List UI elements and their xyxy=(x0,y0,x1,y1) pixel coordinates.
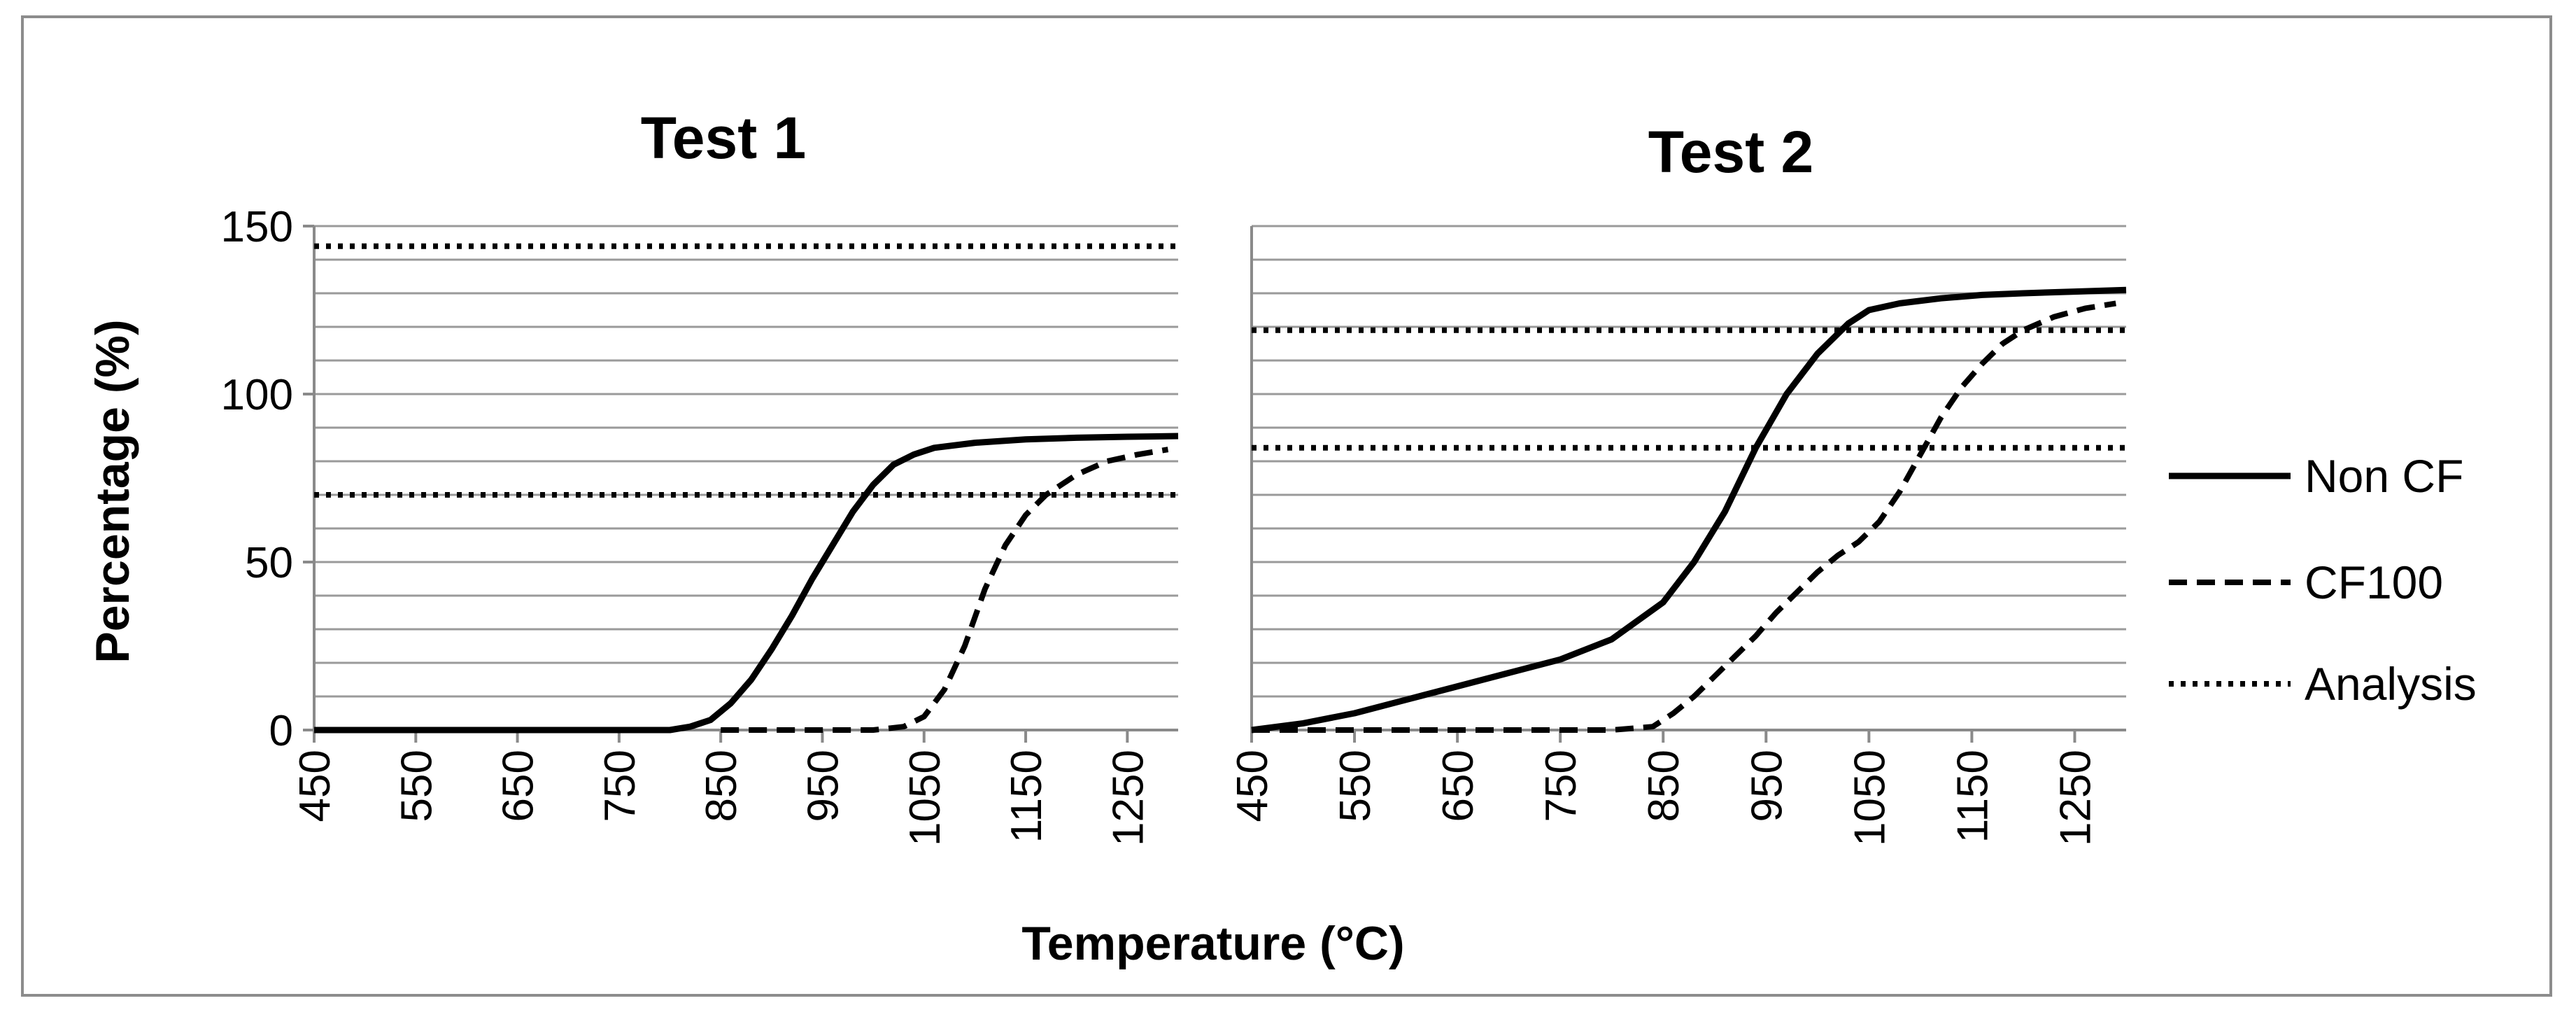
x-tick-label: 450 xyxy=(291,750,339,822)
legend-label-cf100: CF100 xyxy=(2305,556,2443,608)
series-cf100 xyxy=(721,447,1169,733)
legend-label-analysis: Analysis xyxy=(2305,658,2477,710)
x-axis-label: Temperature (°C) xyxy=(1021,917,1404,970)
y-tick-label: 150 xyxy=(221,203,293,251)
x-tick-label: 450 xyxy=(1229,750,1277,822)
x-tick-label: 1050 xyxy=(1846,750,1894,846)
y-tick-label: 100 xyxy=(221,371,293,419)
panel-1: 450 550 650 750 850 950 1050 1150 1250 0 50 100 150 xyxy=(221,203,1179,846)
panel2-title: Test 2 xyxy=(1648,119,1814,185)
x-tick-label: 650 xyxy=(1434,750,1482,822)
x-tick-label: 850 xyxy=(698,750,746,822)
x-tick-label: 550 xyxy=(392,750,441,822)
legend: Non CF CF100 Analysis xyxy=(2169,450,2477,710)
x-tick-label: 1050 xyxy=(901,750,949,846)
x-tick-label: 750 xyxy=(1537,750,1585,822)
panel1-title: Test 1 xyxy=(641,105,807,171)
series-non-cf xyxy=(1251,286,2127,734)
legend-label-non-cf: Non CF xyxy=(2305,450,2463,502)
x-tick-label: 850 xyxy=(1640,750,1688,822)
plot-panels: 450 550 650 750 850 950 1050 1150 12500501001504… xyxy=(221,203,2127,846)
chart-canvas: Test 1 Test 2 Percentage (%) Temperature… xyxy=(86,105,2477,970)
x-tick-label: 750 xyxy=(596,750,644,822)
series-cf100 xyxy=(1252,300,2116,733)
x-tick-label: 1250 xyxy=(2051,750,2100,846)
x-tick-label: 650 xyxy=(495,750,543,822)
y-axis-label: Percentage (%) xyxy=(86,319,139,663)
x-tick-label: 1150 xyxy=(1948,750,1997,843)
panel-2: 450 550 650 750 850 950 1050 1150 1250 xyxy=(1229,225,2127,846)
x-tick-label: 1150 xyxy=(1003,750,1051,843)
x-tick-label: 950 xyxy=(1743,750,1791,822)
x-tick-label: 1250 xyxy=(1104,750,1152,846)
x-tick-label: 950 xyxy=(799,750,847,822)
series-non-cf xyxy=(314,433,1179,734)
x-tick-label: 550 xyxy=(1331,750,1380,822)
y-tick-label: 50 xyxy=(245,539,293,587)
y-tick-label: 0 xyxy=(269,707,293,755)
chart-frame: Test 1 Test 2 Percentage (%) Temperature… xyxy=(21,15,2552,997)
